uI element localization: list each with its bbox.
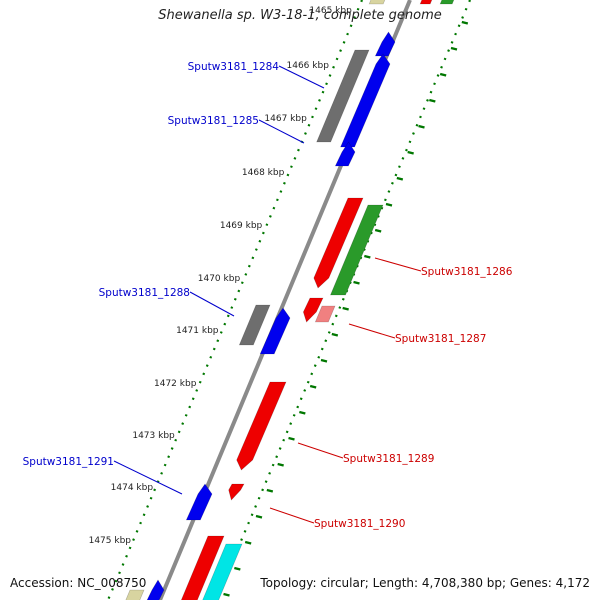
kbp-label: 1465 kbp — [309, 6, 352, 16]
gene-bar — [419, 0, 433, 5]
genome-title: Shewanella sp. W3-18-1, complete genome — [158, 8, 442, 23]
kbp-label: 1473 kbp — [132, 431, 175, 441]
tick-mark — [439, 72, 447, 77]
tick-mark — [407, 150, 414, 155]
tick-mark — [342, 306, 349, 311]
tick-mark — [277, 462, 284, 467]
tick-mark — [288, 436, 295, 441]
kbp-label: 1469 kbp — [220, 221, 263, 231]
left-tick-track — [106, 0, 364, 601]
kbp-label: 1475 kbp — [89, 536, 132, 546]
tick-mark — [385, 202, 393, 207]
gene-leader-line — [348, 323, 396, 339]
gene-leader-line — [113, 460, 183, 495]
gene-leader-line — [374, 257, 422, 272]
tick-mark — [320, 358, 328, 363]
tick-mark — [396, 176, 404, 181]
kbp-label: 1474 kbp — [111, 483, 154, 493]
gene-bar — [259, 307, 291, 355]
tick-mark — [429, 98, 436, 103]
gene-bar — [314, 305, 336, 323]
right-tick-track — [214, 0, 472, 601]
kbp-label: 1472 kbp — [154, 379, 197, 389]
genome-summary: Topology: circular; Length: 4,708,380 bp… — [260, 576, 590, 590]
tick-mark — [309, 384, 317, 389]
gene-label[interactable]: Sputw3181_1286 — [421, 266, 513, 278]
kbp-label: 1467 kbp — [264, 114, 307, 124]
tick-mark — [461, 20, 469, 25]
gene-bar — [330, 204, 384, 296]
tick-mark — [244, 540, 252, 545]
gene-leader-line — [258, 119, 305, 144]
gene-bar — [185, 483, 213, 521]
gene-label[interactable]: Sputw3181_1285 — [168, 115, 259, 127]
gene-bar — [368, 0, 386, 5]
accession-text: Accession: NC_008750 — [10, 576, 147, 590]
gene-bar — [179, 535, 225, 604]
gene-bar — [316, 49, 370, 143]
gene-label[interactable]: Sputw3181_1288 — [99, 287, 190, 299]
gene-bar — [228, 483, 245, 501]
kbp-label: 1471 kbp — [176, 326, 219, 336]
gene-leader-line — [278, 65, 325, 89]
gene-label[interactable]: Sputw3181_1291 — [23, 456, 114, 468]
gene-label[interactable]: Sputw3181_1289 — [343, 453, 434, 465]
gene-label[interactable]: Sputw3181_1284 — [188, 61, 280, 73]
gene-bar — [374, 31, 396, 57]
tick-mark — [450, 46, 458, 51]
tick-mark — [255, 514, 263, 519]
kbp-label: 1466 kbp — [287, 61, 330, 71]
tick-mark — [234, 566, 241, 571]
gene-bar — [334, 141, 356, 167]
gene-leader-line — [189, 291, 235, 317]
gene-bar — [313, 197, 364, 289]
tick-mark — [299, 410, 306, 415]
tick-mark — [374, 228, 382, 233]
kbp-label: 1468 kbp — [242, 168, 285, 178]
gene-bar — [124, 589, 145, 603]
kbp-label: 1470 kbp — [198, 274, 241, 284]
tick-mark — [331, 332, 339, 337]
tick-mark — [266, 488, 274, 493]
gene-bar — [303, 297, 324, 323]
tick-mark — [364, 254, 371, 259]
gene-bar — [238, 304, 271, 346]
gene-label[interactable]: Sputw3181_1287 — [395, 333, 486, 345]
tick-mark — [223, 592, 230, 597]
tick-mark — [353, 280, 360, 285]
gene-leader-line — [297, 442, 344, 459]
tick-mark — [418, 124, 425, 129]
gene-bar — [439, 0, 455, 5]
gene-label[interactable]: Sputw3181_1290 — [314, 518, 405, 530]
gene-leader-line — [269, 507, 315, 524]
gene-bar — [236, 381, 287, 471]
gene-bar — [200, 543, 243, 604]
